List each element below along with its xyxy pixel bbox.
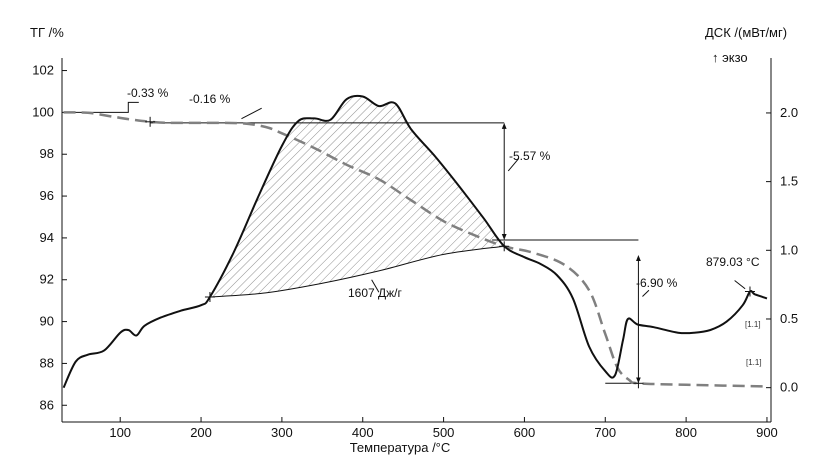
y-left-tick-label: 96 [40, 188, 54, 203]
annotation-dsc-end-tag: [1.1] [745, 320, 761, 329]
leader-line-peak [734, 280, 746, 290]
x-tick-label: 500 [433, 425, 455, 440]
right-axis-label: ДСК /(мВт/мг) [705, 25, 787, 40]
y-left-tick-label: 86 [40, 397, 54, 412]
y-right-tick-label: 0.5 [780, 311, 798, 326]
step-line-1 [63, 101, 139, 113]
y-right-tick-label: 2.0 [780, 105, 798, 120]
y-left-tick-label: 98 [40, 146, 54, 161]
y-left-tick-label: 88 [40, 355, 54, 370]
y-left-tick-label: 100 [32, 104, 54, 119]
dsc-peak-hatched-area [209, 95, 505, 297]
y-left-tick-label: 94 [40, 230, 54, 245]
x-tick-label: 900 [756, 425, 778, 440]
x-tick-label: 200 [190, 425, 212, 440]
dsc-curve [62, 94, 768, 389]
annotation-enthalpy: 1607 Дж/г [348, 286, 403, 300]
leader-line-3 [507, 158, 520, 172]
x-axis-label: Температура /°C [350, 440, 451, 455]
x-tick-label: 300 [271, 425, 293, 440]
annotation-peak-temperature: 879.03 °C [706, 255, 760, 269]
dsc-peak-baseline [209, 245, 505, 298]
annotation-mass-loss-3: -5.57 % [509, 149, 551, 163]
x-tick-label: 400 [352, 425, 374, 440]
annotation-mass-loss-4: -6.90 % [636, 276, 678, 290]
annotation-mass-loss-1: -0.33 % [127, 86, 169, 100]
annotation-tg-end-tag: [1.1] [746, 358, 762, 367]
y-left-tick-label: 102 [32, 63, 54, 78]
leader-line-4 [642, 289, 650, 297]
y-left-tick-label: 90 [40, 314, 54, 329]
y-left-tick-label: 92 [40, 272, 54, 287]
leader-line-enthalpy [371, 279, 380, 293]
exo-direction-note: ↑ экзо [712, 50, 748, 65]
y-right-tick-label: 0.0 [780, 380, 798, 395]
left-axis-label: ТГ /% [30, 25, 64, 40]
x-tick-label: 800 [675, 425, 697, 440]
annotation-mass-loss-2: -0.16 % [189, 92, 231, 106]
y-right-tick-label: 1.5 [780, 174, 798, 189]
leader-line-2 [241, 107, 262, 120]
x-tick-label: 100 [109, 425, 131, 440]
x-tick-label: 600 [514, 425, 536, 440]
x-tick-label: 700 [594, 425, 616, 440]
y-right-tick-label: 1.0 [780, 242, 798, 257]
